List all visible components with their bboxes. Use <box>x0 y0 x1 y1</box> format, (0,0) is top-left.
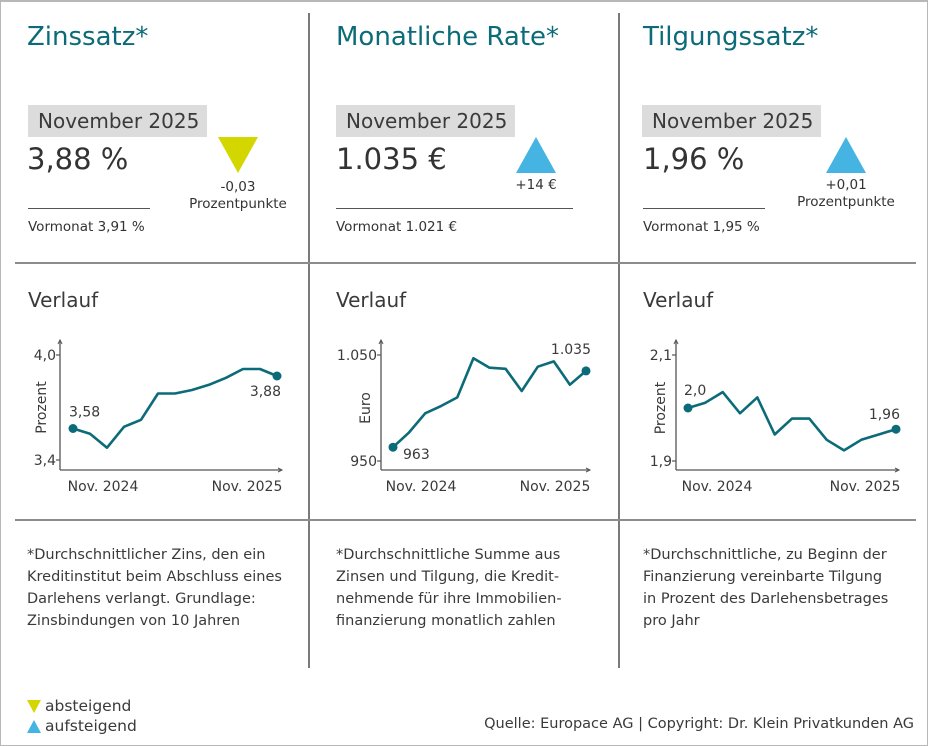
start-value-label: 3,58 <box>69 405 100 421</box>
y-tick-label: 1.050 <box>337 348 377 364</box>
delta-value: +14 € <box>496 177 576 194</box>
footnote-line: Zinsbindungen von 10 Jahren <box>27 613 241 629</box>
current-value: 1.035 € <box>336 142 447 176</box>
footnote-line: Darlehens verlangt. Grundlage: <box>27 591 256 607</box>
value-underline <box>28 208 150 209</box>
chart-heading: Verlauf <box>28 288 99 312</box>
start-value-label: 2,0 <box>684 383 706 399</box>
delta-amount: +14 € <box>515 177 557 193</box>
data-point-endpoint <box>581 366 591 376</box>
column-divider <box>618 13 620 668</box>
delta-unit: Prozentpunkte <box>797 194 895 210</box>
panel-title: Zinssatz* <box>27 22 149 52</box>
end-value-label: 3,88 <box>250 384 281 400</box>
date-badge: November 2025 <box>642 105 822 137</box>
y-axis-title: Prozent <box>653 381 669 434</box>
data-point-endpoint <box>272 371 282 381</box>
delta-unit: Prozentpunkte <box>189 196 287 212</box>
footnote: *Durchschnittlicher Zins, den ein Kredit… <box>27 544 282 632</box>
line-chart-zinssatz: 4,0 3,4 Prozent Nov. 2024 Nov. 2025 3,58 3,88 <box>34 338 284 495</box>
previous-month-value: Vormonat 1.021 € <box>336 219 458 235</box>
footnote-line: pro Jahr <box>643 613 700 629</box>
legend-item-down: absteigend <box>27 696 137 716</box>
series-line <box>71 367 279 450</box>
panel-title: Monatliche Rate* <box>336 22 560 52</box>
delta-value: +0,01 Prozentpunkte <box>786 177 906 211</box>
footnote-line: *Durchschnittliche Summe aus <box>336 547 561 563</box>
line-chart-tilgungssatz: 2,1 1,9 Prozent Nov. 2024 Nov. 2025 2,0 1,96 <box>650 338 901 495</box>
series-line <box>686 390 898 452</box>
x-axis-arrow-icon <box>277 467 284 473</box>
footnote-line: Finanzierung vereinbarte Tilgung <box>643 569 883 585</box>
triangle-up-icon <box>826 137 866 173</box>
footnote: *Durchschnittliche Summe aus Zinsen und … <box>336 544 562 632</box>
x-tick-label: Nov. 2024 <box>386 479 457 495</box>
data-point-endpoint <box>891 424 901 434</box>
x-tick-label: Nov. 2025 <box>830 479 901 495</box>
delta-amount: -0,03 <box>220 179 256 195</box>
y-tick-label: 2,1 <box>650 348 672 364</box>
legend-item-up: aufsteigend <box>27 716 137 736</box>
y-axis-title: Euro <box>358 392 374 424</box>
chart-heading: Verlauf <box>336 288 407 312</box>
x-tick-label: Nov. 2024 <box>682 479 753 495</box>
source-credit: Quelle: Europace AG | Copyright: Dr. Kle… <box>484 716 914 732</box>
series-line <box>391 356 588 449</box>
previous-month-value: Vormonat 3,91 % <box>28 219 145 235</box>
y-tick-label: 950 <box>350 454 377 470</box>
footnote-line: nehmende für ihre Immobilien- <box>336 591 562 607</box>
triangle-up-icon <box>516 137 556 173</box>
start-value-label: 963 <box>403 447 430 463</box>
data-point-endpoint <box>683 403 693 413</box>
value-underline <box>336 208 573 209</box>
legend: absteigend aufsteigend <box>27 696 137 736</box>
triangle-down-icon <box>218 137 258 173</box>
line-chart-monatliche-rate: 1.050 950 Euro Nov. 2024 Nov. 2025 963 1.035 <box>337 338 592 495</box>
y-tick-label: 4,0 <box>34 348 56 364</box>
current-value: 1,96 % <box>643 142 745 176</box>
footnote-line: *Durchschnittlicher Zins, den ein <box>27 547 266 563</box>
footnote-line: finanzierung monatlich zahlen <box>336 613 556 629</box>
row-divider <box>15 262 916 264</box>
row-divider <box>15 519 916 521</box>
data-point-endpoint <box>68 424 78 433</box>
date-badge: November 2025 <box>28 105 208 137</box>
x-tick-label: Nov. 2025 <box>212 479 283 495</box>
date-badge: November 2025 <box>336 105 516 137</box>
end-value-label: 1,96 <box>869 407 900 423</box>
data-point-endpoint <box>388 442 398 452</box>
legend-label: aufsteigend <box>45 717 137 735</box>
column-divider <box>308 13 310 668</box>
chart-heading: Verlauf <box>643 288 714 312</box>
y-tick-label: 1,9 <box>650 454 672 470</box>
x-tick-label: Nov. 2024 <box>68 479 139 495</box>
delta-amount: +0,01 <box>825 177 867 193</box>
y-tick-label: 3,4 <box>34 453 56 469</box>
delta-value: -0,03 Prozentpunkte <box>178 179 298 213</box>
end-value-label: 1.035 <box>551 342 591 358</box>
triangle-down-icon <box>27 699 41 713</box>
y-axis-arrow-icon <box>57 338 63 345</box>
legend-label: absteigend <box>45 697 132 715</box>
x-tick-label: Nov. 2025 <box>520 479 591 495</box>
current-value: 3,88 % <box>27 142 129 176</box>
footnote-line: *Durchschnittliche, zu Beginn der <box>643 547 887 563</box>
footnote-line: Kreditinstitut beim Abschluss eines <box>27 569 282 585</box>
y-axis-arrow-icon <box>378 338 384 345</box>
triangle-up-icon <box>27 719 41 733</box>
footnote-line: in Prozent des Darlehensbetrages <box>643 591 889 607</box>
x-axis-arrow-icon <box>585 467 592 473</box>
y-axis-title: Prozent <box>34 381 50 434</box>
footnote: *Durchschnittliche, zu Beginn der Finanz… <box>643 544 888 632</box>
panel-title: Tilgungssatz* <box>643 22 819 52</box>
y-axis-arrow-icon <box>673 338 679 345</box>
x-axis-arrow-icon <box>894 467 901 473</box>
value-underline <box>643 208 765 209</box>
footnote-line: Zinsen und Tilgung, die Kredit- <box>336 569 560 585</box>
previous-month-value: Vormonat 1,95 % <box>643 219 760 235</box>
